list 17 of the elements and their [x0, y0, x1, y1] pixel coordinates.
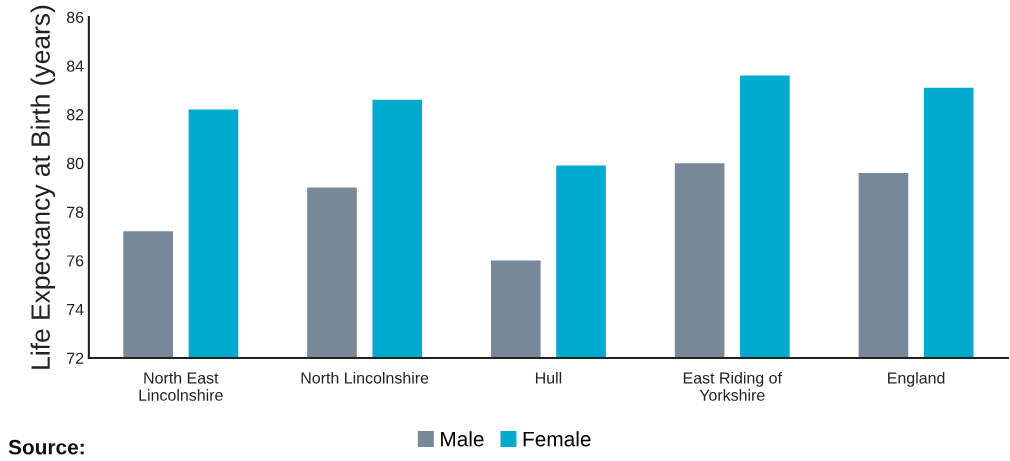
y-tick-label: 86	[66, 11, 84, 23]
x-tick-label: England	[888, 371, 945, 387]
source-note: Source:	[8, 439, 84, 455]
y-tick-label: 82	[66, 109, 84, 121]
y-tick-label: 74	[67, 304, 84, 316]
y-tick-label: 84	[66, 60, 84, 72]
x-tick-label: North East Lincolnshire	[139, 371, 223, 401]
y-tick-label: 76	[67, 255, 84, 267]
legend-label: Female	[523, 431, 591, 447]
x-tick-label: North Lincolnshire	[301, 371, 429, 384]
y-axis-title: Life Expectancy at Birth (years)	[30, 5, 56, 369]
x-tick-label: East Riding of Yorkshire	[683, 371, 782, 401]
legend-label: Male	[441, 431, 484, 447]
x-tick-label: Hull	[535, 371, 562, 384]
y-tick-label: 72	[67, 352, 84, 364]
y-tick-label: 80	[66, 157, 84, 170]
y-tick-label: 78	[67, 206, 84, 218]
